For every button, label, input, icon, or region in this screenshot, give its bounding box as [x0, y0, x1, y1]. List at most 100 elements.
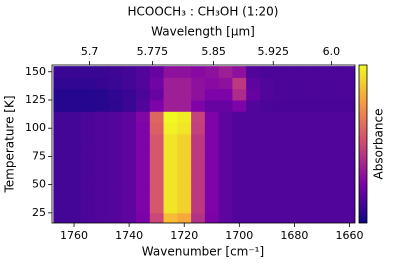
heatmap-cell — [53, 145, 68, 157]
heatmap-cell — [177, 145, 192, 157]
heatmap-cell — [163, 66, 178, 78]
heatmap-cell — [191, 111, 206, 124]
heatmap-cell — [259, 66, 275, 78]
heatmap-cell — [163, 133, 178, 146]
heatmap-cell — [80, 88, 96, 101]
heatmap-cell — [218, 167, 233, 180]
heatmap-cell — [53, 111, 68, 124]
heatmap-cell — [191, 99, 206, 112]
heatmap-cell — [67, 122, 82, 135]
heatmap-cell — [342, 77, 355, 90]
heatmap-cell — [232, 133, 247, 146]
heatmap-cell — [177, 66, 192, 78]
heatmap-cell — [108, 111, 123, 124]
heatmap-cell — [232, 167, 247, 180]
heatmap-cell — [80, 122, 96, 135]
heatmap-cell — [94, 99, 109, 112]
heatmap-cell — [301, 99, 316, 112]
heatmap-cell — [149, 99, 165, 112]
heatmap-cell — [259, 77, 275, 90]
heatmap-cell — [122, 99, 137, 112]
heatmap-cell — [315, 133, 330, 146]
heatmap-cell — [122, 133, 137, 146]
heatmap-cell — [287, 201, 302, 214]
heatmap-cell — [53, 178, 68, 191]
heatmap-cell — [273, 178, 289, 191]
x2-tick-label: 6.0 — [323, 45, 341, 58]
heatmap-cell — [94, 133, 109, 146]
x2-tick-label: 5.7 — [81, 45, 99, 58]
heatmap-cell — [232, 201, 247, 214]
heatmap-cell — [342, 212, 355, 223]
heatmap-cell — [122, 145, 137, 157]
heatmap-cell — [108, 122, 123, 135]
y-tick-label: 100 — [25, 121, 46, 134]
heatmap-cell — [246, 167, 261, 180]
heatmap-cell — [218, 190, 233, 203]
heatmap-cell — [232, 190, 247, 203]
heatmap-cell — [94, 201, 109, 214]
heatmap-cell — [163, 88, 178, 101]
heatmap-cell — [149, 122, 165, 135]
heatmap-cell — [315, 66, 330, 78]
heatmap-cell — [246, 111, 261, 124]
heatmap — [53, 66, 355, 223]
heatmap-cell — [80, 212, 96, 223]
heatmap-cell — [67, 212, 82, 223]
heatmap-cell — [136, 145, 151, 157]
heatmap-cell — [301, 77, 316, 90]
heatmap-cell — [94, 111, 109, 124]
heatmap-cell — [287, 212, 302, 223]
heatmap-cell — [177, 156, 192, 169]
heatmap-cell — [191, 122, 206, 135]
heatmap-cell — [108, 167, 123, 180]
y-axis-label: Temperature [K] — [3, 95, 17, 193]
x2-axis-label: Wavelength [μm] — [151, 25, 255, 39]
heatmap-cell — [246, 77, 261, 90]
heatmap-cell — [218, 201, 233, 214]
heatmap-cell — [246, 178, 261, 191]
y-tick-label: 25 — [32, 206, 46, 219]
heatmap-cell — [301, 88, 316, 101]
heatmap-cell — [342, 99, 355, 112]
heatmap-cell — [163, 77, 178, 90]
heatmap-cell — [301, 133, 316, 146]
heatmap-cell — [53, 99, 68, 112]
heatmap-cell — [136, 201, 151, 214]
heatmap-cell — [287, 111, 302, 124]
heatmap-cell — [163, 156, 178, 169]
heatmap-cell — [315, 190, 330, 203]
heatmap-cell — [301, 111, 316, 124]
heatmap-cell — [246, 122, 261, 135]
heatmap-cell — [94, 88, 109, 101]
heatmap-cell — [273, 167, 289, 180]
heatmap-cell — [315, 111, 330, 124]
heatmap-cell — [315, 122, 330, 135]
heatmap-cell — [67, 99, 82, 112]
heatmap-cell — [342, 88, 355, 101]
heatmap-cell — [204, 88, 220, 101]
heatmap-cell — [204, 66, 220, 78]
heatmap-cell — [136, 212, 151, 223]
heatmap-cell — [149, 133, 165, 146]
heatmap-cell — [94, 145, 109, 157]
heatmap-cell — [246, 99, 261, 112]
heatmap-cell — [259, 178, 275, 191]
heatmap-cell — [246, 88, 261, 101]
heatmap-cell — [67, 66, 82, 78]
colorbar-label: Absorbance — [372, 109, 386, 180]
heatmap-cell — [301, 167, 316, 180]
heatmap-cell — [108, 190, 123, 203]
heatmap-cell — [204, 111, 220, 124]
heatmap-cell — [342, 167, 355, 180]
heatmap-cell — [232, 88, 247, 101]
heatmap-cell — [108, 99, 123, 112]
heatmap-cell — [108, 133, 123, 146]
heatmap-cell — [122, 77, 137, 90]
x-tick-label: 1660 — [335, 229, 363, 242]
heatmap-cell — [177, 212, 192, 223]
heatmap-cell — [53, 77, 68, 90]
heatmap-cell — [259, 190, 275, 203]
heatmap-cell — [191, 66, 206, 78]
heatmap-cell — [53, 212, 68, 223]
